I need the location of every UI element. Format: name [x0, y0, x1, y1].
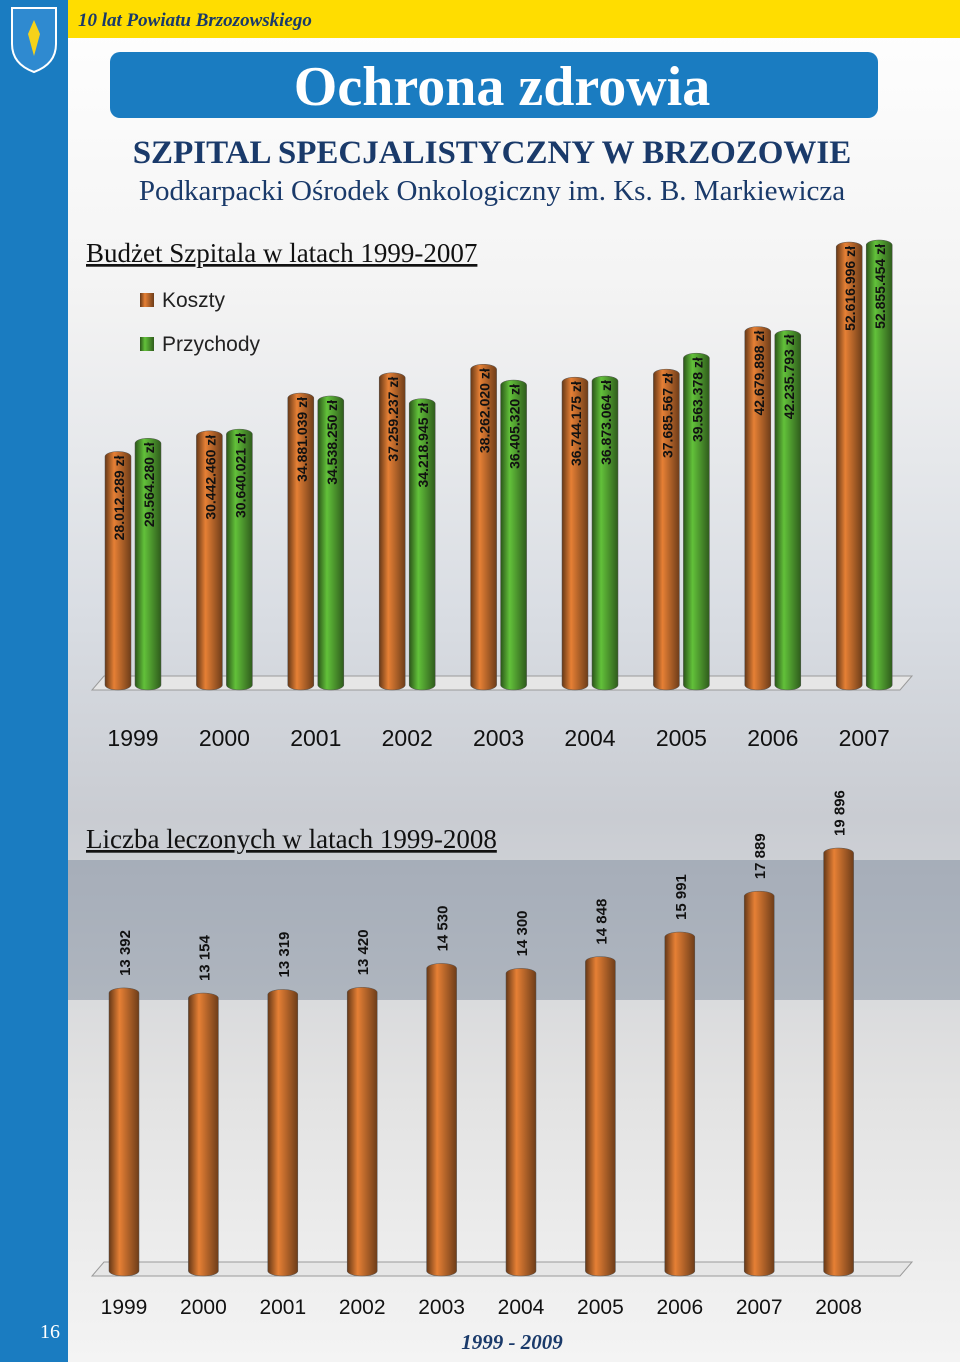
legend-label: Koszty	[162, 289, 226, 312]
value-label: 28.012.289 zł	[111, 455, 127, 540]
bar	[267, 989, 299, 1277]
bar	[408, 398, 436, 691]
bar	[226, 428, 253, 691]
value-label: 15 991	[673, 874, 690, 920]
value-label: 13 154	[196, 934, 213, 981]
x-tick-label: 1999	[101, 1296, 148, 1319]
bar	[378, 372, 406, 691]
x-tick-label: 2007	[839, 725, 890, 751]
value-label: 13 392	[117, 930, 134, 976]
chart-title: Liczba leczonych w latach 1999-2008	[86, 824, 497, 854]
x-tick-label: 2001	[259, 1296, 306, 1319]
top-band	[68, 0, 960, 38]
chart-title: Budżet Szpitala w latach 1999-2007	[86, 238, 477, 268]
x-tick-label: 2004	[564, 725, 615, 751]
value-label: 34.218.945 zł	[415, 403, 431, 488]
bar	[591, 375, 619, 691]
bar	[653, 368, 680, 691]
bar	[774, 330, 802, 691]
x-tick-label: 2008	[815, 1296, 862, 1319]
x-tick-label: 2004	[498, 1296, 545, 1319]
bar	[188, 992, 219, 1277]
value-label: 37.685.567 zł	[659, 373, 675, 458]
value-label: 14 848	[593, 899, 610, 945]
hospital-subtitle: Podkarpacki Ośrodek Onkologiczny im. Ks.…	[139, 175, 845, 207]
bar	[346, 987, 378, 1277]
value-label: 13 319	[276, 932, 293, 978]
value-label: 14 530	[435, 906, 452, 952]
value-label: 14 300	[514, 910, 531, 956]
bar	[317, 395, 345, 691]
value-label: 42.679.898 zł	[751, 331, 767, 416]
value-label: 37.259.237 zł	[385, 377, 401, 462]
bar	[664, 931, 696, 1277]
page-number: 16	[40, 1321, 60, 1343]
hospital-name: SZPITAL SPECJALISTYCZNY W BRZOZOWIE	[133, 135, 852, 171]
x-tick-label: 2006	[656, 1296, 703, 1319]
crest-emblem	[28, 20, 40, 56]
value-label: 19 896	[832, 790, 849, 836]
series-title: 10 lat Powiatu Brzozowskiego	[78, 10, 312, 31]
x-tick-label: 2003	[473, 725, 524, 751]
legend-label: Przychody	[162, 333, 261, 356]
x-tick-label: 2000	[199, 725, 250, 751]
value-label: 42.235.793 zł	[781, 334, 797, 419]
value-label: 34.538.250 zł	[324, 400, 340, 485]
footer-years: 1999 - 2009	[461, 1330, 563, 1354]
x-tick-label: 2005	[577, 1296, 624, 1319]
bar	[426, 963, 457, 1277]
x-tick-label: 2007	[736, 1296, 783, 1319]
value-label: 30.640.021 zł	[232, 433, 248, 518]
x-tick-label: 2003	[418, 1296, 465, 1319]
value-label: 13 420	[355, 929, 372, 975]
bar	[104, 451, 132, 691]
x-tick-label: 1999	[107, 725, 158, 751]
value-label: 52.616.996 zł	[842, 246, 858, 331]
value-label: 29.564.280 zł	[141, 442, 157, 527]
value-label: 36.405.320 zł	[507, 384, 523, 469]
bar	[683, 352, 710, 691]
x-tick-label: 2000	[180, 1296, 227, 1319]
bar	[744, 326, 772, 691]
x-tick-label: 2005	[656, 725, 707, 751]
legend-swatch	[140, 337, 154, 351]
bar	[505, 968, 537, 1277]
legend-swatch	[140, 293, 154, 307]
side-strip	[0, 0, 68, 1362]
bar	[134, 438, 162, 691]
value-label: 36.873.064 zł	[598, 380, 614, 465]
bar	[585, 956, 616, 1277]
value-label: 52.855.454 zł	[872, 244, 888, 329]
bar	[561, 376, 589, 691]
bar	[470, 363, 497, 691]
section-banner	[110, 52, 878, 118]
bar	[743, 890, 775, 1277]
bar	[835, 241, 863, 691]
x-tick-label: 2006	[747, 725, 798, 751]
bar	[865, 239, 893, 691]
section-title: Ochrona zdrowia	[294, 56, 710, 118]
value-label: 34.881.039 zł	[294, 397, 310, 482]
bar	[287, 392, 315, 691]
x-tick-label: 2001	[290, 725, 341, 751]
value-label: 39.563.378 zł	[689, 357, 705, 442]
bar	[500, 379, 527, 691]
x-tick-label: 2002	[382, 725, 433, 751]
bar	[196, 430, 223, 691]
x-tick-label: 2002	[339, 1296, 386, 1319]
value-label: 36.744.175 zł	[568, 381, 584, 466]
value-label: 38.262.020 zł	[477, 368, 493, 453]
value-label: 17 889	[752, 833, 769, 879]
bar	[823, 847, 854, 1277]
bar	[108, 987, 140, 1277]
value-label: 30.442.460 zł	[202, 435, 218, 520]
